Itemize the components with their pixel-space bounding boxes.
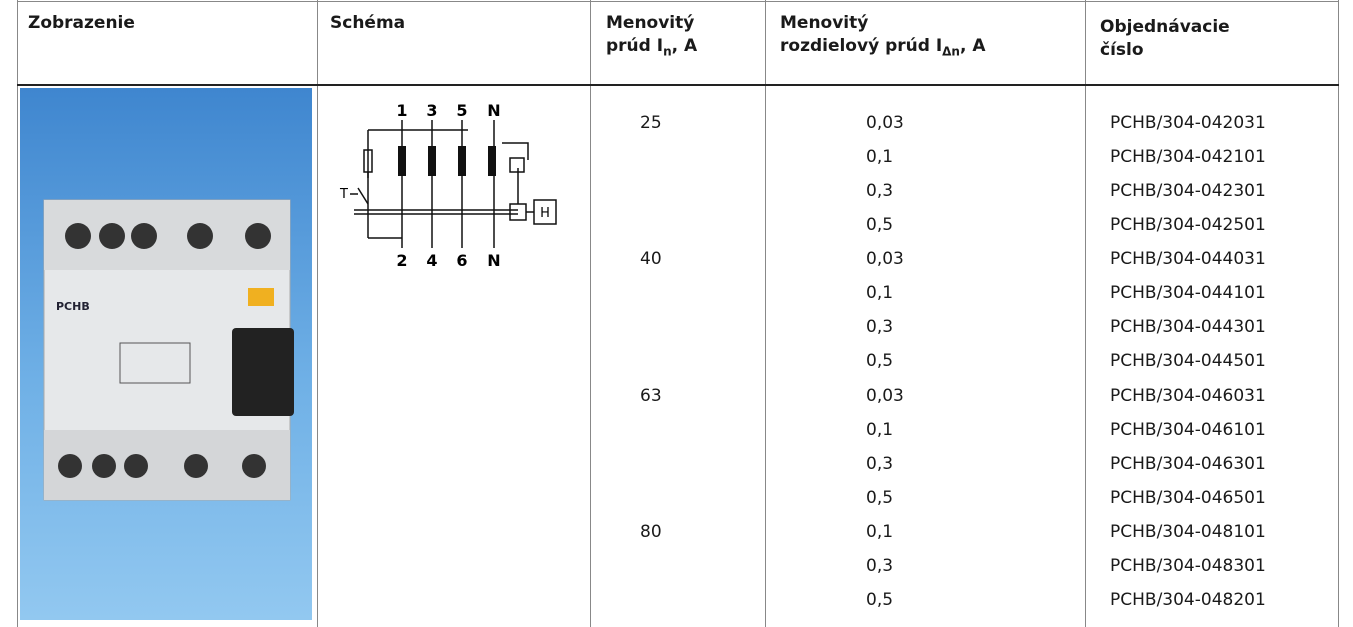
rated-current: 40 [640,249,662,270]
header-text: Objednávacie [1100,17,1230,37]
terminal-label: 1 [396,101,407,120]
order-number: PCHB/304-042301 [1110,181,1266,202]
screw [65,223,91,249]
order-number: PCHB/304-042101 [1110,147,1266,168]
terminal-label: N [487,101,500,120]
device-schematic [119,342,191,384]
residual-current: 0,3 [866,555,894,576]
column-border [590,0,591,627]
residual-current: 0,03 [866,385,904,406]
header-subscript: Δn [942,44,960,59]
column-border [765,0,766,627]
device-label: PCHB [56,300,90,313]
screw [124,454,148,478]
residual-current: 0,5 [866,351,894,372]
screw [245,223,271,249]
terminal-label: 6 [456,251,467,270]
pole [428,146,436,176]
screw [187,223,213,249]
residual-current: 0,3 [866,317,894,338]
screw [99,223,125,249]
pole [398,146,406,176]
residual-current: 0,5 [866,487,894,508]
residual-current: 0,1 [866,419,894,440]
column-border [1085,0,1086,627]
order-number: PCHB/304-046501 [1110,487,1266,508]
residual-current: 0,03 [866,113,904,133]
screw [58,454,82,478]
test-button [248,288,274,306]
header-cell: Schéma [330,13,406,33]
residual-current: 0,3 [866,181,894,202]
header-text: Menovitý [780,13,869,33]
terminal-label: N [487,251,500,270]
order-number: PCHB/304-048101 [1110,521,1266,542]
order-number: PCHB/304-044031 [1110,249,1266,270]
column-border [17,0,18,627]
order-number: PCHB/304-042031 [1110,113,1266,133]
device-illustration: PCHB [43,199,294,501]
product-photo: PCHB [20,88,312,620]
order-number: PCHB/304-048201 [1110,589,1266,610]
order-number: PCHB/304-044501 [1110,351,1266,372]
switch [357,187,369,205]
residual-current: 0,5 [866,589,894,610]
header-text: rozdielový prúd I [780,36,943,56]
trip-unit [509,203,527,221]
header-text: , A [959,36,986,56]
terminal-label: 4 [426,251,437,270]
screw [92,454,116,478]
terminal-label: 2 [396,251,407,270]
header-text: , A [671,36,698,56]
header-cell: Objednávacie číslo [1100,16,1230,62]
header-cell: Zobrazenie [28,13,135,33]
order-number: PCHB/304-048301 [1110,555,1266,576]
header-rule [17,84,1339,86]
wiring-schema: 1 3 5 N 2 4 6 N T H [339,101,557,270]
rated-current: 63 [640,385,662,406]
screw [242,454,266,478]
header-text: číslo [1100,40,1144,60]
order-number: PCHB/304-044301 [1110,317,1266,338]
switch-label: T [339,187,348,202]
order-number: PCHB/304-046101 [1110,419,1266,440]
pole [488,146,496,176]
rated-current: 25 [640,113,662,133]
wire [502,142,529,160]
terminal-label: 5 [456,101,467,120]
lever [232,328,294,416]
order-number: PCHB/304-046031 [1110,385,1266,406]
residual-current: 0,1 [866,521,894,542]
column-border [1338,0,1339,627]
order-number: PCHB/304-044101 [1110,283,1266,304]
header-text: prúd I [606,36,664,56]
terminal-label: 3 [426,101,437,120]
residual-current: 0,3 [866,453,894,474]
header-cell: Menovitý prúd In, A [606,12,697,63]
residual-current: 0,1 [866,147,894,168]
order-number: PCHB/304-042501 [1110,215,1266,236]
box-label: H [540,206,550,221]
header-text: Menovitý [606,13,695,33]
order-number: PCHB/304-046301 [1110,453,1266,474]
residual-current: 0,03 [866,249,904,270]
column-border [317,0,318,627]
residual-current: 0,5 [866,215,894,236]
screw [184,454,208,478]
relay [509,157,525,173]
screw [131,223,157,249]
pole [458,146,466,176]
rated-current: 80 [640,521,662,542]
header-cell: Menovitý rozdielový prúd IΔn, A [780,12,986,63]
table-top-border [17,1,1339,2]
header-subscript: n [663,44,672,59]
residual-current: 0,1 [866,283,894,304]
